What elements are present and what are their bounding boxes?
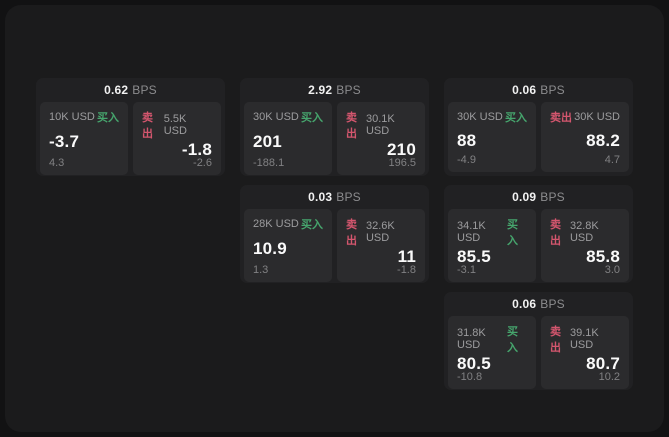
sell-tile[interactable]: 卖出 30K USD 88.2 4.7 bbox=[541, 102, 629, 172]
sell-price: 80.7 bbox=[586, 354, 620, 373]
sell-tile[interactable]: 卖出 39.1K USD 80.7 10.2 bbox=[541, 316, 629, 389]
sell-side-label: 卖出 bbox=[550, 326, 561, 354]
bps-value: 0.03 bbox=[308, 190, 333, 204]
buy-price: 88 bbox=[457, 130, 477, 150]
buy-amount: 34.1K USD bbox=[457, 220, 486, 244]
buy-price: 10.9 bbox=[253, 239, 287, 258]
bps-header: 0.62 BPS bbox=[36, 78, 225, 102]
bps-suffix-label: BPS bbox=[336, 190, 361, 204]
bps-value: 0.09 bbox=[512, 190, 537, 204]
bps-suffix-label: BPS bbox=[540, 297, 565, 311]
bps-header: 0.03 BPS bbox=[240, 185, 429, 209]
quote-card: 0.09 BPS 34.1K USD 买入 85.5 -3.1 卖出 32.8K… bbox=[444, 185, 633, 283]
buy-tile[interactable]: 28K USD 买入 10.9 1.3 bbox=[244, 209, 332, 282]
sell-tile[interactable]: 卖出 30.1K USD 210 196.5 bbox=[337, 102, 425, 175]
buy-price: 201 bbox=[253, 132, 282, 151]
sell-tile[interactable]: 卖出 32.6K USD 11 -1.8 bbox=[337, 209, 425, 282]
sell-tile[interactable]: 卖出 32.8K USD 85.8 3.0 bbox=[541, 209, 629, 282]
bps-suffix-label: BPS bbox=[540, 190, 565, 204]
bps-header: 2.92 BPS bbox=[240, 78, 429, 102]
sell-side-label: 卖出 bbox=[346, 219, 357, 247]
bps-header: 0.09 BPS bbox=[444, 185, 633, 209]
quote-card: 0.06 BPS 31.8K USD 买入 80.5 -10.8 卖出 39.1… bbox=[444, 292, 633, 390]
sell-amount: 39.1K USD bbox=[569, 327, 599, 351]
buy-amount: 28K USD bbox=[253, 218, 299, 230]
buy-tile[interactable]: 30K USD 买入 88 -4.9 bbox=[448, 102, 536, 172]
buy-price: -3.7 bbox=[49, 132, 80, 151]
sell-price: 85.8 bbox=[586, 247, 620, 266]
sell-amount: 30.1K USD bbox=[365, 113, 395, 137]
buy-tile[interactable]: 30K USD 买入 201 -188.1 bbox=[244, 102, 332, 175]
sell-sub-value: 3.0 bbox=[604, 264, 620, 276]
buy-price: 85.5 bbox=[457, 247, 491, 266]
buy-price: 80.5 bbox=[457, 354, 491, 373]
bps-suffix-label: BPS bbox=[540, 83, 565, 97]
sell-sub-value: -2.6 bbox=[193, 157, 212, 169]
buy-sub-value: 1.3 bbox=[253, 264, 269, 276]
bps-header: 0.06 BPS bbox=[444, 292, 633, 316]
buy-side-label: 买入 bbox=[507, 326, 519, 354]
quote-card: 0.06 BPS 30K USD 买入 88 -4.9 卖出 30K USD 8… bbox=[444, 78, 633, 176]
sell-side-label: 卖出 bbox=[142, 112, 153, 140]
buy-side-label: 买入 bbox=[505, 112, 527, 124]
buy-amount: 30K USD bbox=[457, 111, 503, 123]
sell-price: 88.2 bbox=[586, 130, 620, 150]
sell-amount: 32.8K USD bbox=[569, 220, 599, 244]
buy-sub-value: 4.3 bbox=[49, 157, 65, 169]
sell-amount: 5.5K USD bbox=[163, 113, 187, 137]
sell-side-label: 卖出 bbox=[550, 112, 572, 124]
buy-amount: 30K USD bbox=[253, 111, 299, 123]
bps-header: 0.06 BPS bbox=[444, 78, 633, 102]
quote-card: 0.03 BPS 28K USD 买入 10.9 1.3 卖出 32.6K US… bbox=[240, 185, 429, 283]
buy-sub-value: -188.1 bbox=[253, 157, 285, 169]
sell-side-label: 卖出 bbox=[550, 219, 561, 247]
buy-sub-value: -4.9 bbox=[457, 154, 476, 166]
sell-amount: 32.6K USD bbox=[365, 220, 395, 244]
buy-amount: 10K USD bbox=[49, 111, 95, 123]
sell-tile[interactable]: 卖出 5.5K USD -1.8 -2.6 bbox=[133, 102, 221, 175]
buy-tile[interactable]: 10K USD 买入 -3.7 4.3 bbox=[40, 102, 128, 175]
sell-sub-value: -1.8 bbox=[397, 264, 416, 276]
buy-side-label: 买入 bbox=[301, 219, 323, 231]
quote-card: 2.92 BPS 30K USD 买入 201 -188.1 卖出 30.1K … bbox=[240, 78, 429, 176]
buy-side-label: 买入 bbox=[301, 112, 323, 124]
sell-sub-value: 10.2 bbox=[598, 371, 620, 383]
buy-tile[interactable]: 31.8K USD 买入 80.5 -10.8 bbox=[448, 316, 536, 389]
buy-side-label: 买入 bbox=[97, 112, 119, 124]
buy-amount: 31.8K USD bbox=[457, 327, 486, 351]
sell-price: -1.8 bbox=[181, 140, 212, 159]
sell-price: 11 bbox=[397, 247, 416, 266]
bps-value: 0.62 bbox=[104, 83, 129, 97]
sell-sub-value: 4.7 bbox=[604, 154, 620, 166]
bps-suffix-label: BPS bbox=[336, 83, 361, 97]
bps-value: 0.06 bbox=[512, 297, 537, 311]
buy-tile[interactable]: 34.1K USD 买入 85.5 -3.1 bbox=[448, 209, 536, 282]
sell-amount: 30K USD bbox=[574, 111, 620, 123]
sell-price: 210 bbox=[387, 140, 416, 159]
dark-panel: 0.62 BPS 10K USD 买入 -3.7 4.3 卖出 5.5K USD… bbox=[5, 5, 664, 432]
bps-suffix-label: BPS bbox=[132, 83, 157, 97]
buy-sub-value: -10.8 bbox=[457, 371, 483, 383]
buy-side-label: 买入 bbox=[507, 219, 519, 247]
buy-sub-value: -3.1 bbox=[457, 264, 476, 276]
sell-sub-value: 196.5 bbox=[388, 157, 416, 169]
bps-value: 0.06 bbox=[512, 83, 537, 97]
quote-card: 0.62 BPS 10K USD 买入 -3.7 4.3 卖出 5.5K USD… bbox=[36, 78, 225, 176]
sell-side-label: 卖出 bbox=[346, 112, 357, 140]
bps-value: 2.92 bbox=[308, 83, 333, 97]
